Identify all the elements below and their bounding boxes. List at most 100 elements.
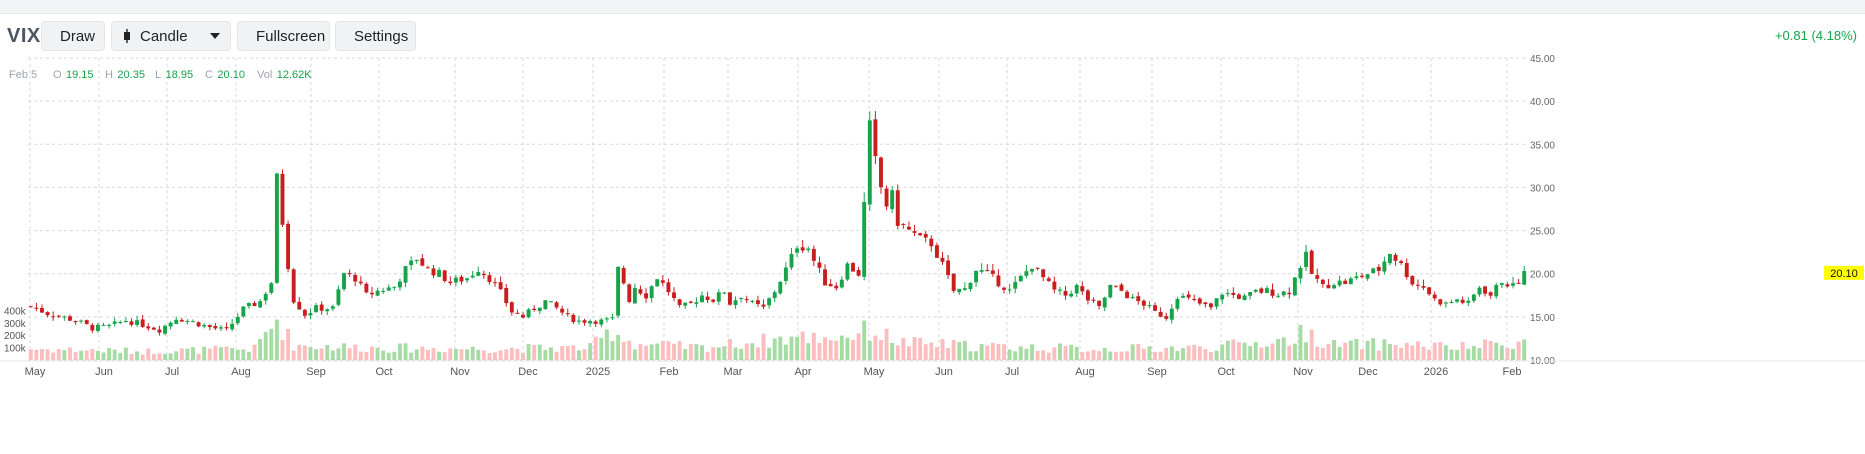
volume-bar xyxy=(1320,348,1325,360)
candle xyxy=(67,314,72,322)
volume-bar xyxy=(1360,349,1364,360)
volume-bar xyxy=(879,340,883,360)
candle xyxy=(1225,289,1230,297)
volume-bar xyxy=(1259,347,1264,360)
x-tick-label: Oct xyxy=(375,366,392,378)
candle xyxy=(565,308,570,317)
volume-bar xyxy=(755,347,760,360)
candle xyxy=(828,279,833,287)
fullscreen-label: Fullscreen xyxy=(256,27,326,45)
volume-bar xyxy=(185,348,190,360)
chart-type-select[interactable]: Candle xyxy=(111,21,231,51)
legend-open-label: O xyxy=(53,69,62,81)
candle xyxy=(683,302,688,309)
grid xyxy=(28,57,1527,361)
volume-bar xyxy=(207,348,212,360)
candle xyxy=(1192,294,1197,302)
candle xyxy=(1119,282,1124,292)
volume-tick-label: 400k xyxy=(4,306,27,317)
volume-bar xyxy=(112,349,117,360)
candle xyxy=(1108,284,1113,299)
candle xyxy=(1371,267,1376,274)
candle xyxy=(616,266,621,319)
volume-bar xyxy=(1264,346,1269,360)
candles xyxy=(28,111,1527,336)
volume-bar xyxy=(493,352,497,360)
volume-bar xyxy=(990,342,995,360)
candle xyxy=(224,322,229,331)
candle xyxy=(560,305,565,316)
candle xyxy=(1427,286,1432,296)
candle xyxy=(330,304,335,312)
volume-bar xyxy=(979,343,984,360)
volume-bar xyxy=(1443,345,1448,360)
volume-bar xyxy=(1197,346,1202,360)
volume-bar xyxy=(554,351,559,360)
volume-bar xyxy=(655,343,660,360)
candle xyxy=(694,297,699,308)
draw-button[interactable]: Draw xyxy=(41,21,105,51)
candle xyxy=(1326,278,1331,289)
x-tick-label: 2026 xyxy=(1424,366,1448,378)
volume-bar xyxy=(504,349,509,360)
volume-bar xyxy=(392,351,397,360)
volume-bar xyxy=(934,347,939,360)
volume-bar xyxy=(1483,339,1488,360)
volume-bar xyxy=(1141,348,1146,360)
volume-bar xyxy=(420,346,425,360)
candle xyxy=(862,192,867,281)
volume-bar xyxy=(51,352,56,360)
fullscreen-button[interactable]: Fullscreen xyxy=(237,21,330,51)
settings-button[interactable]: Settings xyxy=(335,21,416,51)
volume-bar xyxy=(1471,345,1476,360)
volume-bar xyxy=(543,350,548,360)
volume-bar xyxy=(1192,344,1197,360)
candle xyxy=(1231,287,1236,299)
candle xyxy=(269,282,274,295)
y-tick-label: 35.00 xyxy=(1530,140,1555,151)
legend-low-value: 18.95 xyxy=(166,69,194,81)
candle xyxy=(649,285,654,303)
candle xyxy=(1270,283,1275,299)
volume-bar xyxy=(672,343,676,360)
x-tick-label: 2025 xyxy=(586,366,610,378)
candle xyxy=(1085,288,1090,305)
volume-bar xyxy=(660,341,665,360)
candle xyxy=(1393,252,1398,266)
candle xyxy=(286,220,291,273)
candle xyxy=(716,289,721,306)
volume-bar xyxy=(912,337,917,360)
volume-bar xyxy=(1309,329,1314,360)
candle xyxy=(1399,259,1404,265)
volume-bar xyxy=(571,345,576,360)
x-tick-label: Apr xyxy=(794,366,811,378)
legend-volume-value: 12.62K xyxy=(277,69,313,81)
volume-bar xyxy=(84,350,89,360)
candle xyxy=(1281,290,1286,297)
volume-bar xyxy=(705,352,710,360)
volume-bar xyxy=(1365,340,1370,360)
volume-bar xyxy=(163,354,167,360)
candle xyxy=(437,267,442,278)
y-tick-label: 30.00 xyxy=(1530,183,1555,194)
volume-bar xyxy=(537,344,542,360)
candle xyxy=(632,283,637,305)
volume-bar xyxy=(1438,342,1443,360)
volume-bar xyxy=(336,348,341,360)
candle xyxy=(62,315,67,321)
volume-bar xyxy=(1236,342,1241,360)
volume-bar xyxy=(1130,344,1135,360)
volume-bar xyxy=(923,344,928,360)
candle xyxy=(151,326,156,330)
volume-bar xyxy=(1371,338,1376,360)
candle xyxy=(1136,292,1141,305)
volume-bar xyxy=(140,354,145,360)
volume-bar xyxy=(414,349,419,360)
candle xyxy=(509,301,514,316)
candle xyxy=(453,275,458,287)
candle xyxy=(1091,297,1096,304)
candle xyxy=(1455,298,1460,304)
symbol-label: VIX xyxy=(7,25,41,47)
volume-bar xyxy=(403,343,408,360)
